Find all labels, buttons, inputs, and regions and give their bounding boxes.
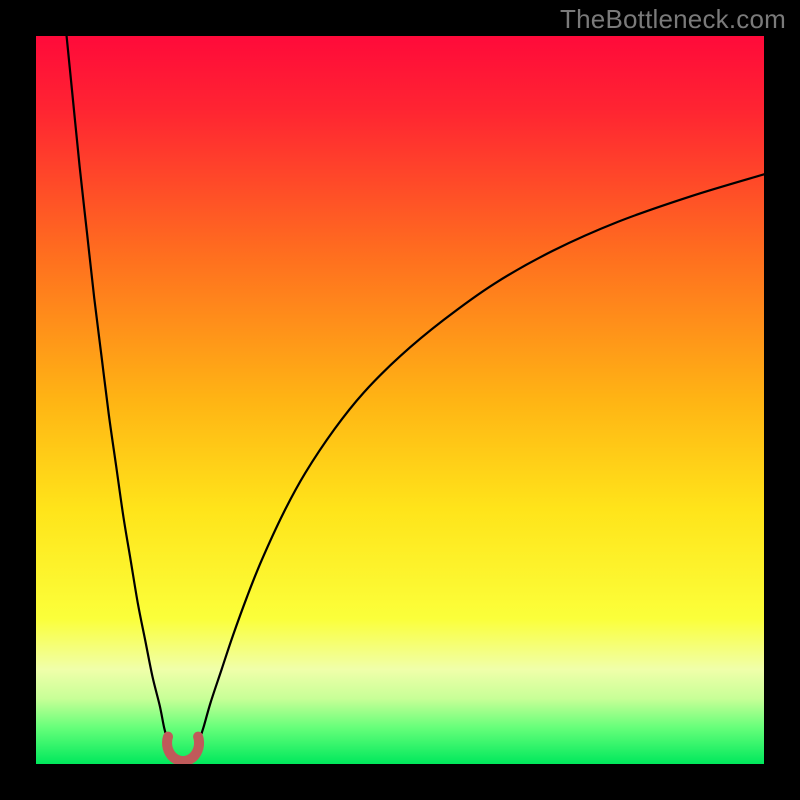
watermark-text: TheBottleneck.com (560, 4, 786, 35)
chart-frame (0, 0, 800, 800)
dip-marker (167, 737, 199, 761)
chart-curves (36, 36, 764, 764)
curve-left (65, 36, 168, 741)
plot-area (36, 36, 764, 764)
curve-right (199, 174, 764, 740)
